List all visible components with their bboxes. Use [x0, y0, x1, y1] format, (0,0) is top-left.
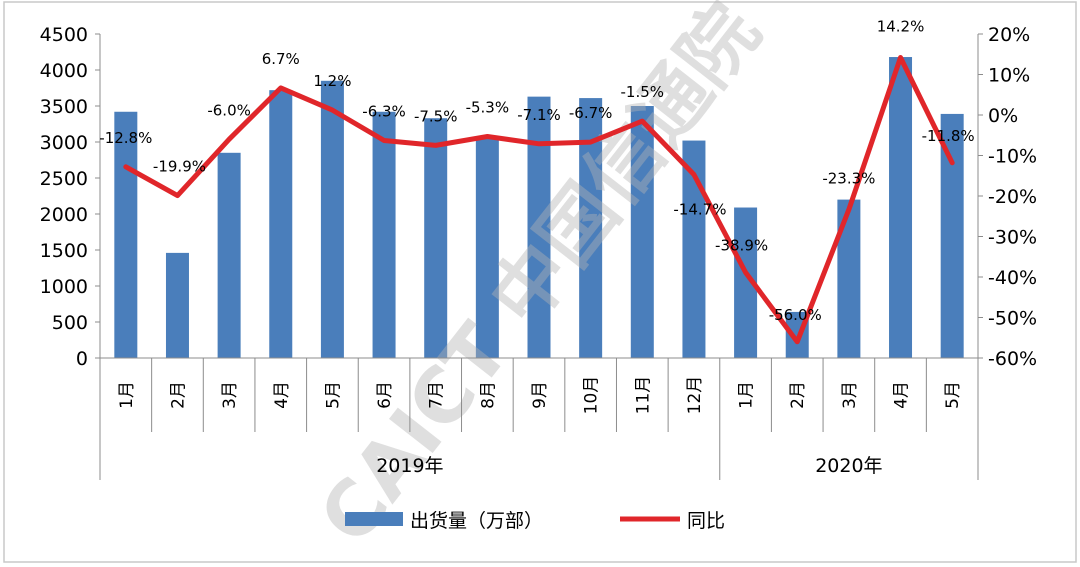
- x-tick-label: 11月: [633, 376, 653, 415]
- bar-1: [165, 252, 189, 358]
- x-tick-label: 4月: [272, 381, 292, 409]
- right-tick-label: 10%: [988, 65, 1030, 87]
- left-tick-label: 4500: [40, 24, 88, 46]
- x-tick-label: 10月: [582, 376, 602, 415]
- bar-0: [114, 111, 138, 358]
- right-tick-label: -50%: [988, 308, 1037, 330]
- yoy-data-label: -23.3%: [822, 169, 875, 187]
- bar-2: [217, 152, 241, 358]
- x-tick-label: 1月: [737, 381, 757, 409]
- bar-7: [475, 136, 499, 358]
- x-tick-label: 8月: [478, 381, 498, 409]
- bar-4: [320, 80, 344, 359]
- left-tick-label: 0: [76, 348, 88, 370]
- bar-3: [269, 90, 293, 358]
- yoy-data-label: -56.0%: [769, 306, 822, 324]
- x-tick-label: 3月: [840, 381, 860, 409]
- x-tick-label: 3月: [220, 381, 240, 409]
- left-tick-label: 1000: [40, 276, 88, 298]
- yoy-data-label: -6.7%: [569, 104, 613, 122]
- yoy-data-label: -6.3%: [362, 103, 406, 121]
- x-tick-label: 4月: [892, 381, 912, 409]
- x-tick-label: 12月: [685, 376, 705, 415]
- year-group-label: 2020年: [815, 455, 882, 477]
- right-tick-label: 0%: [988, 105, 1018, 127]
- x-tick-label: 6月: [375, 381, 395, 409]
- left-tick-label: 500: [52, 312, 88, 334]
- right-tick-label: -60%: [988, 348, 1037, 370]
- left-tick-label: 2000: [40, 204, 88, 226]
- x-tick-label: 1月: [117, 381, 137, 409]
- x-tick-label: 9月: [530, 381, 550, 409]
- yoy-data-label: -19.9%: [153, 158, 206, 176]
- left-tick-label: 3000: [40, 132, 88, 154]
- yoy-data-label: -7.1%: [517, 106, 561, 124]
- bar-10: [630, 106, 654, 358]
- yoy-data-label: 6.7%: [262, 50, 300, 68]
- bar-8: [527, 96, 551, 358]
- yoy-data-label: -12.8%: [99, 129, 152, 147]
- x-tick-label: 5月: [943, 381, 963, 409]
- x-tick-label: 2月: [788, 381, 808, 409]
- left-tick-label: 3500: [40, 96, 88, 118]
- yoy-data-label: -38.9%: [715, 237, 768, 255]
- legend-line-label: 同比: [687, 510, 725, 532]
- yoy-data-label: 14.2%: [877, 17, 925, 35]
- left-tick-label: 4000: [40, 60, 88, 82]
- yoy-data-label: -6.0%: [207, 101, 251, 119]
- bar-16: [940, 113, 964, 358]
- yoy-data-label: 1.2%: [313, 72, 351, 90]
- legend-bar-label: 出货量（万部）: [410, 510, 543, 532]
- legend-bar-swatch: [345, 512, 403, 526]
- yoy-data-label: -14.7%: [673, 201, 726, 219]
- left-tick-label: 1500: [40, 240, 88, 262]
- bar-11: [682, 140, 706, 358]
- right-tick-label: -20%: [988, 186, 1037, 208]
- bar-5: [372, 111, 396, 358]
- x-tick-label: 5月: [323, 381, 343, 409]
- bar-6: [424, 118, 448, 359]
- bar-12: [734, 207, 758, 358]
- left-tick-label: 2500: [40, 168, 88, 190]
- right-tick-label: -10%: [988, 146, 1037, 168]
- yoy-data-label: -7.5%: [414, 107, 458, 125]
- yoy-data-label: -11.8%: [922, 127, 975, 145]
- yoy-data-label: -5.3%: [466, 98, 510, 116]
- right-tick-label: 20%: [988, 24, 1030, 46]
- bar-14: [837, 199, 861, 358]
- bar-15: [889, 57, 913, 358]
- bar-9: [579, 98, 603, 358]
- right-tick-label: -30%: [988, 227, 1037, 249]
- right-tick-label: -40%: [988, 267, 1037, 289]
- x-tick-label: 2月: [168, 381, 188, 409]
- yoy-data-label: -1.5%: [621, 83, 665, 101]
- x-tick-label: 7月: [427, 381, 447, 409]
- year-group-label: 2019年: [376, 455, 443, 477]
